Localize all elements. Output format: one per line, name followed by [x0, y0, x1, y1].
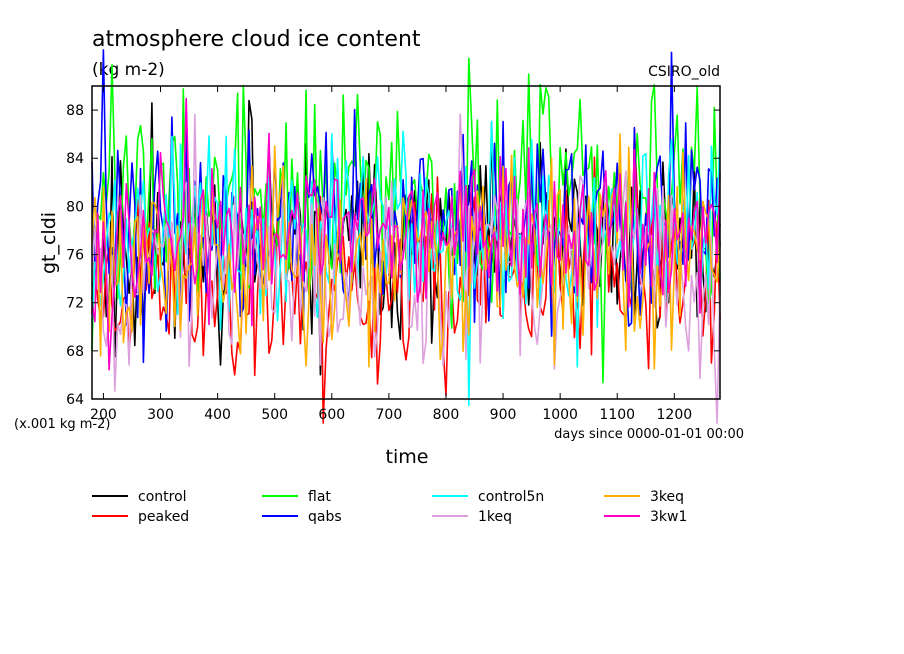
- legend-label-3kw1: 3kw1: [650, 509, 687, 525]
- x-tick-label: 1000: [542, 407, 578, 423]
- x-axis: 200 300 400 500 600 700 800 900 1000 1100 1200: [90, 86, 692, 423]
- plot-frame: [91, 85, 721, 400]
- y-axis-label: gt_cldi: [38, 212, 60, 274]
- x-tick-label: 400: [204, 407, 231, 423]
- x-tick-label: 200: [90, 407, 117, 423]
- y-axis: 64 68 72 76 80 84 88: [66, 103, 720, 408]
- series-line-3kw1: [91, 97, 721, 371]
- legend-label-peaked: peaked: [138, 509, 189, 525]
- chart-title: atmosphere cloud ice content: [92, 27, 421, 52]
- y-tick-label: 84: [66, 151, 84, 167]
- legend-label-qabs: qabs: [308, 509, 342, 525]
- x-tick-label: 1200: [657, 407, 693, 423]
- y-tick-label: 68: [66, 344, 84, 360]
- legend-label-flat: flat: [308, 489, 331, 505]
- legend-label-1keq: 1keq: [478, 509, 512, 525]
- y-tick-label: 88: [66, 103, 84, 119]
- chart-subtitle: (kg m-2): [92, 60, 165, 80]
- x-tick-label: 500: [261, 407, 288, 423]
- x-tick-label: 700: [376, 407, 403, 423]
- y-tick-label: 72: [66, 296, 84, 312]
- legend-label-control5n: control5n: [478, 489, 544, 505]
- y-units-note: (x.001 kg m-2): [14, 417, 110, 432]
- y-tick-label: 80: [66, 199, 84, 215]
- x-tick-label: 900: [490, 407, 517, 423]
- x-tick-label: 300: [147, 407, 174, 423]
- source-label: CSIRO_old: [648, 64, 720, 80]
- x-tick-label: 1100: [599, 407, 635, 423]
- series-line-peaked: [91, 127, 721, 424]
- legend-label-control: control: [138, 489, 187, 505]
- x-axis-label: time: [386, 446, 429, 468]
- x-tick-label: 800: [433, 407, 460, 423]
- x-tick-label: 600: [318, 407, 345, 423]
- y-tick-label: 76: [66, 248, 84, 264]
- legend-label-3keq: 3keq: [650, 489, 684, 505]
- x-units-note: days since 0000-01-01 00:00: [554, 427, 744, 442]
- y-tick-label: 64: [66, 392, 84, 408]
- series-layer: [91, 49, 721, 424]
- legend: control peaked flat qabs control5n 1keq 3keq 3k…: [92, 489, 687, 525]
